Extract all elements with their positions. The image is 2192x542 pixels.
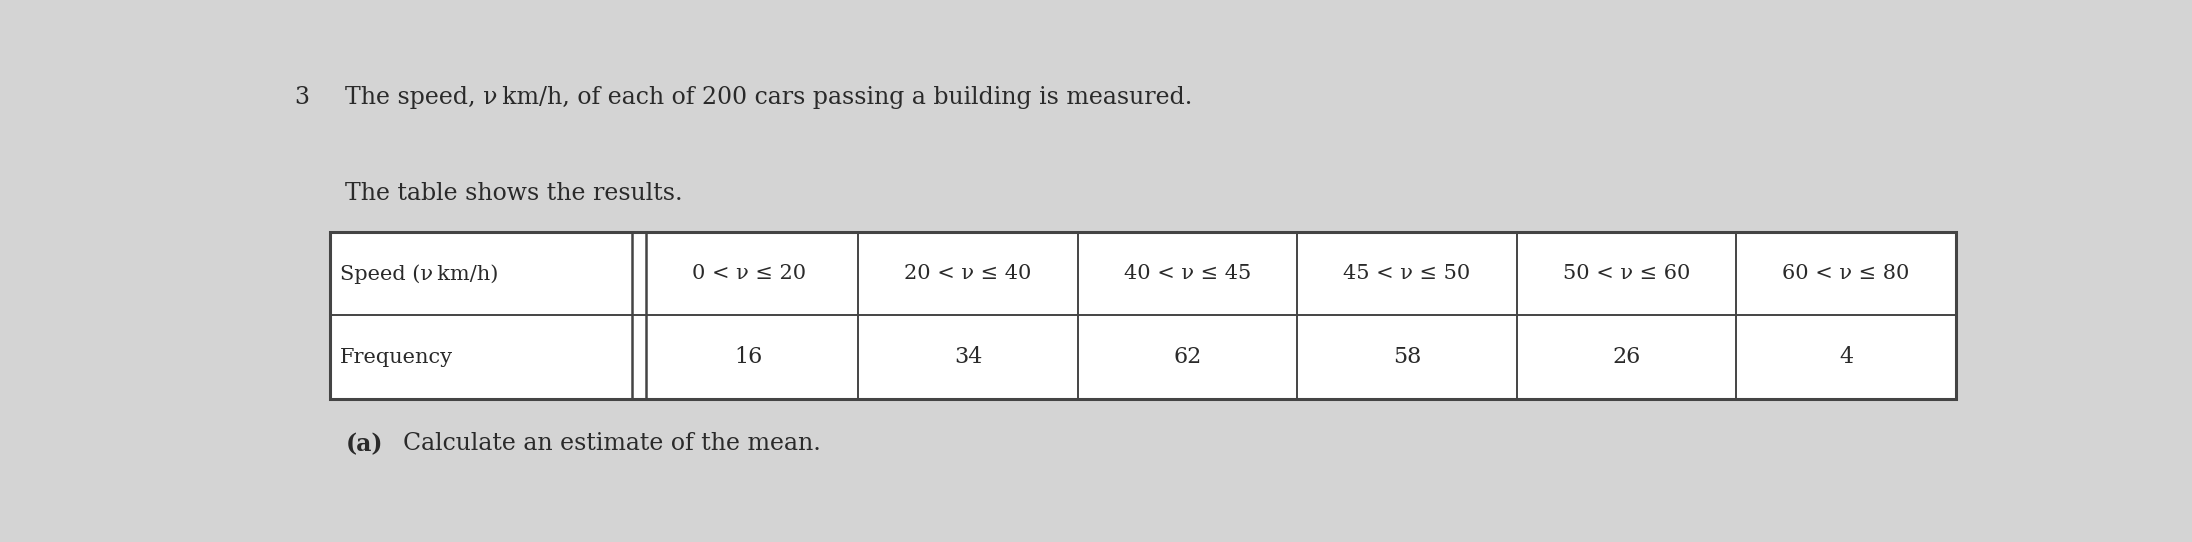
Text: 0 < ν ≤ 20: 0 < ν ≤ 20 — [693, 264, 807, 283]
Text: Frequency: Frequency — [340, 347, 454, 367]
Text: 45 < ν ≤ 50: 45 < ν ≤ 50 — [1344, 264, 1471, 283]
Text: 40 < ν ≤ 45: 40 < ν ≤ 45 — [1124, 264, 1252, 283]
Text: 60 < ν ≤ 80: 60 < ν ≤ 80 — [1782, 264, 1909, 283]
Text: Calculate an estimate of the mean.: Calculate an estimate of the mean. — [388, 433, 820, 455]
Text: 50 < ν ≤ 60: 50 < ν ≤ 60 — [1563, 264, 1690, 283]
Text: (a): (a) — [346, 433, 384, 456]
Text: 62: 62 — [1173, 346, 1201, 368]
Text: Speed (ν km/h): Speed (ν km/h) — [340, 264, 498, 283]
Text: 20 < ν ≤ 40: 20 < ν ≤ 40 — [905, 264, 1032, 283]
Text: The table shows the results.: The table shows the results. — [346, 182, 684, 205]
Text: 4: 4 — [1839, 346, 1852, 368]
Text: 26: 26 — [1613, 346, 1642, 368]
Text: 16: 16 — [734, 346, 763, 368]
Text: 34: 34 — [954, 346, 982, 368]
Text: 3: 3 — [294, 86, 309, 109]
Text: The speed, ν km/h, of each of 200 cars passing a building is measured.: The speed, ν km/h, of each of 200 cars p… — [346, 86, 1192, 109]
Text: 58: 58 — [1392, 346, 1420, 368]
